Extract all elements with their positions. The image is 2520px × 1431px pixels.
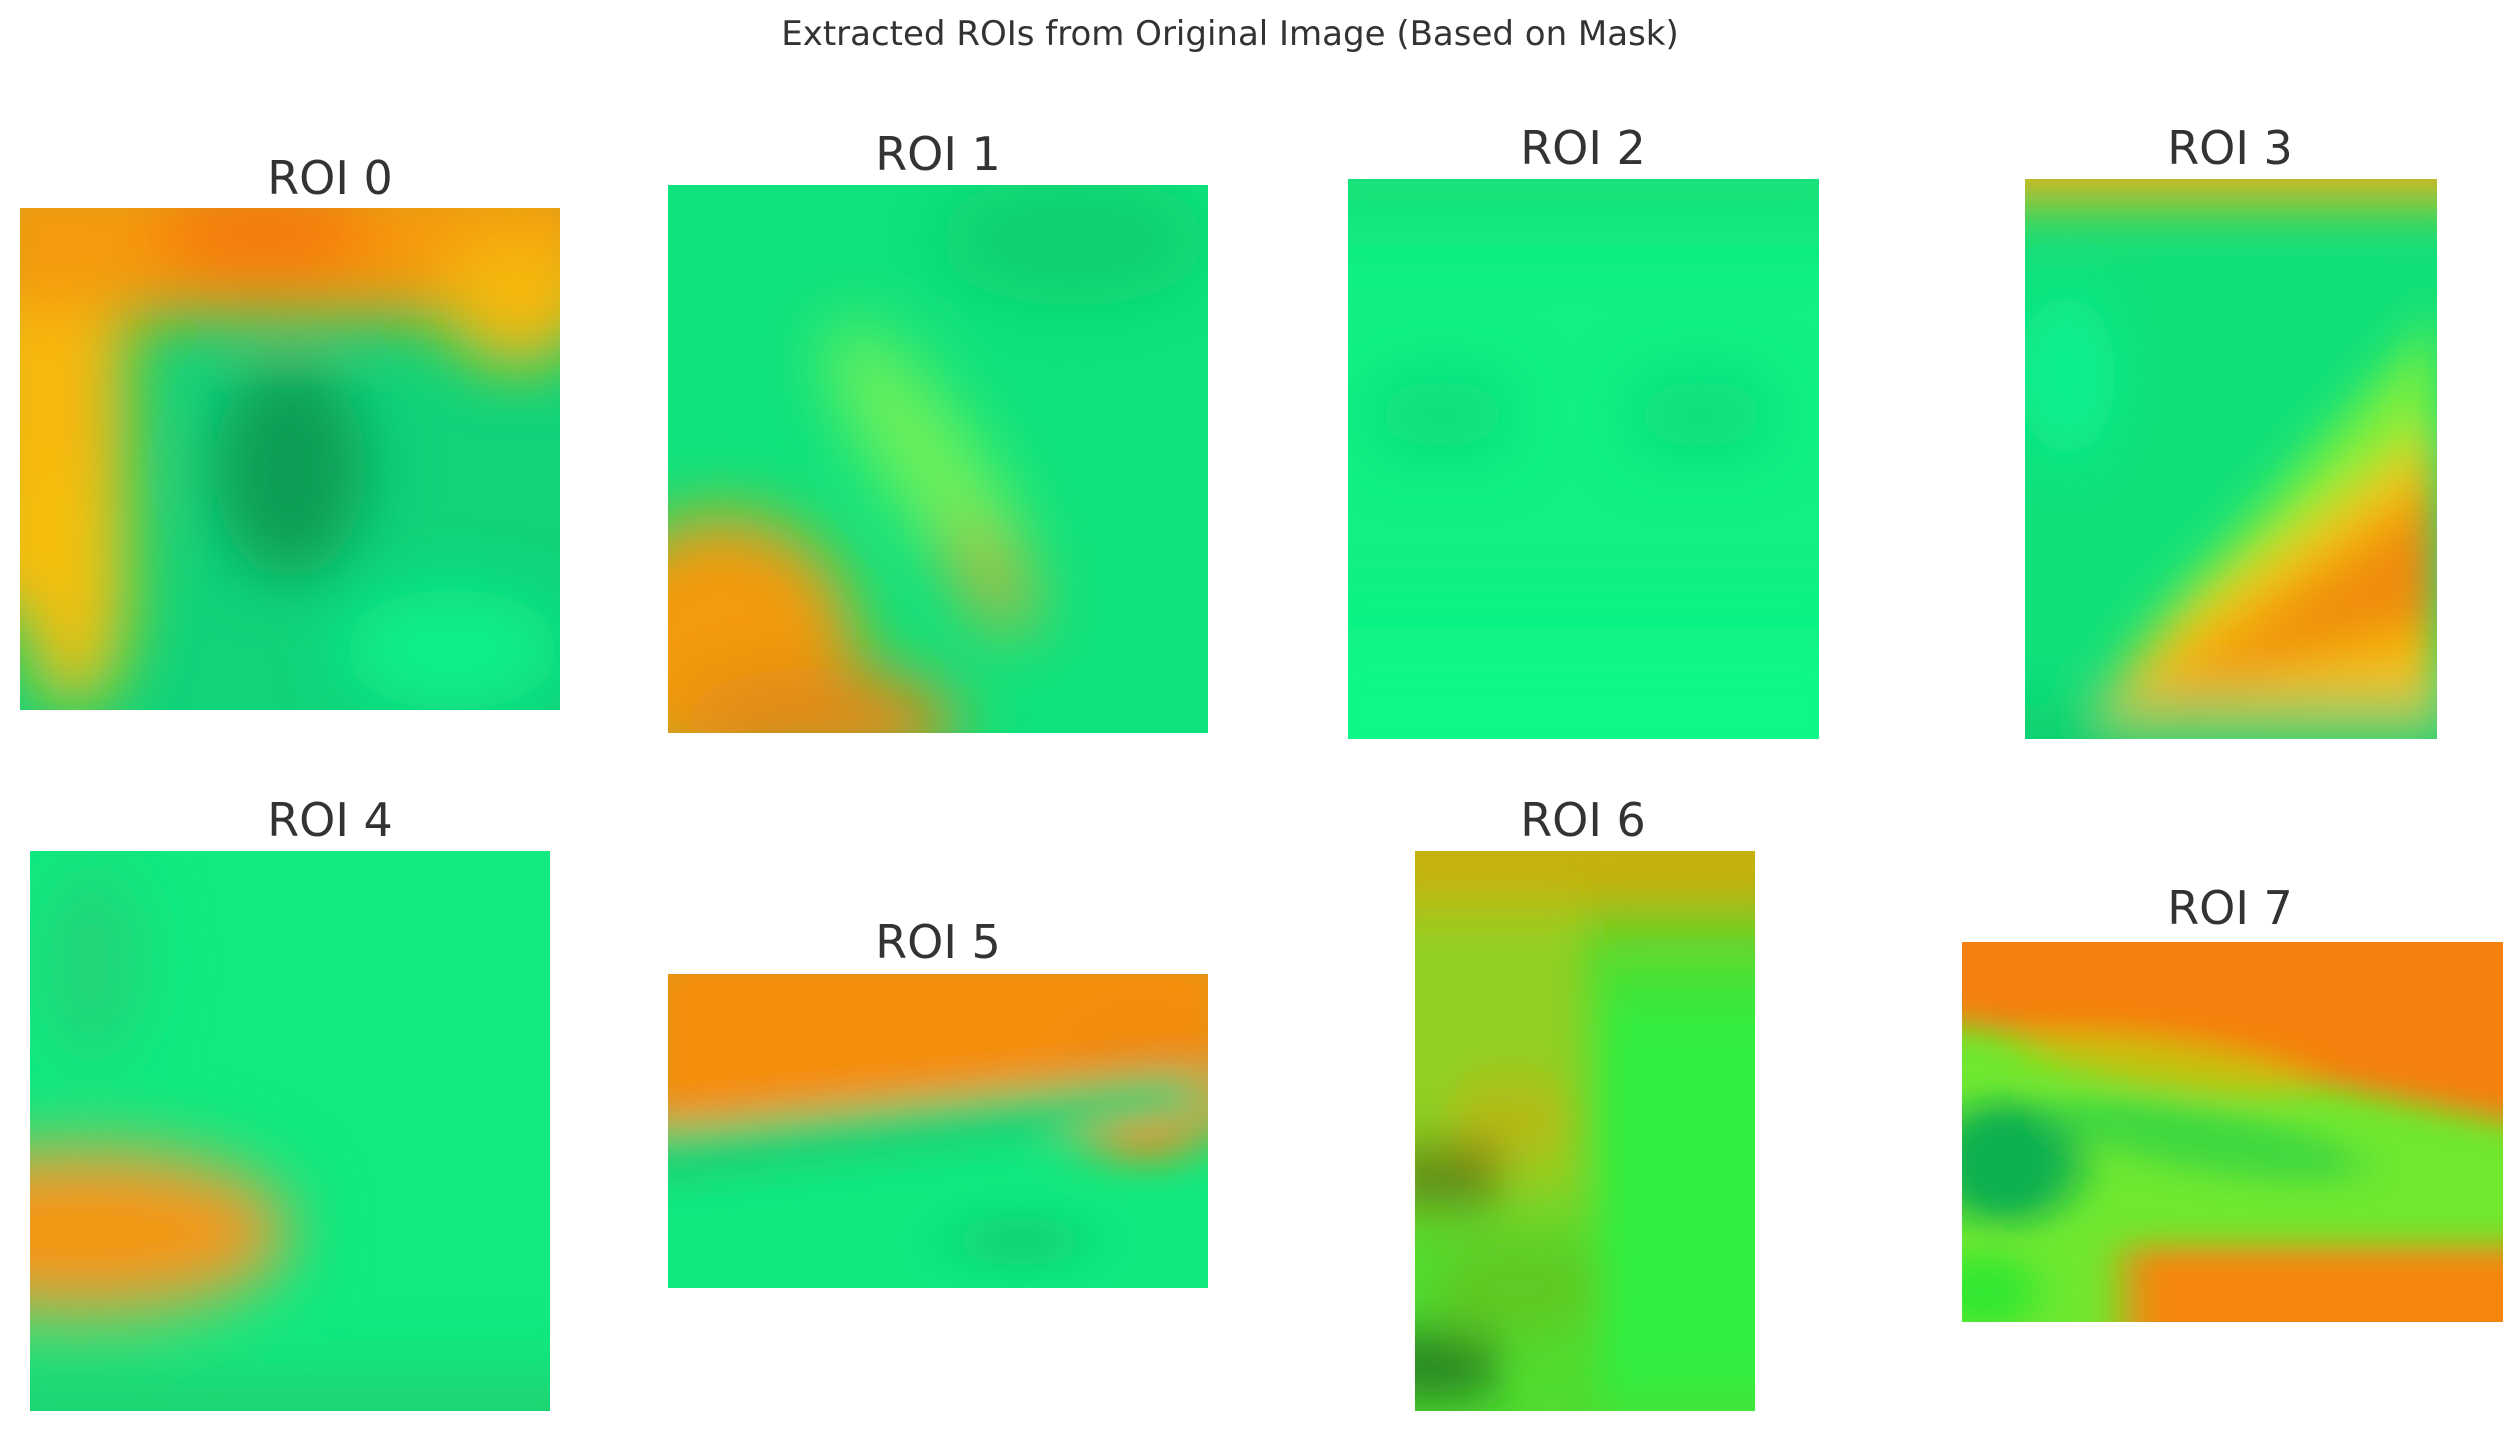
roi-title-5: ROI 5 [875, 915, 1001, 969]
roi-image-6 [1415, 851, 1755, 1411]
roi-image-7 [1962, 942, 2503, 1322]
roi-title-3: ROI 3 [2167, 121, 2293, 175]
roi-image-1 [668, 185, 1208, 733]
roi-title-7: ROI 7 [2167, 881, 2293, 935]
roi-title-1: ROI 1 [875, 127, 1001, 181]
roi-title-4: ROI 4 [267, 793, 393, 847]
roi-title-2: ROI 2 [1520, 121, 1646, 175]
roi-title-0: ROI 0 [267, 151, 393, 205]
roi-image-2 [1348, 179, 1819, 739]
roi-image-3 [2025, 179, 2437, 739]
roi-title-6: ROI 6 [1520, 793, 1646, 847]
roi-image-4 [30, 851, 550, 1411]
figure-title: Extracted ROIs from Original Image (Base… [781, 14, 1679, 54]
roi-image-5 [668, 974, 1208, 1288]
roi-image-0 [20, 208, 560, 710]
